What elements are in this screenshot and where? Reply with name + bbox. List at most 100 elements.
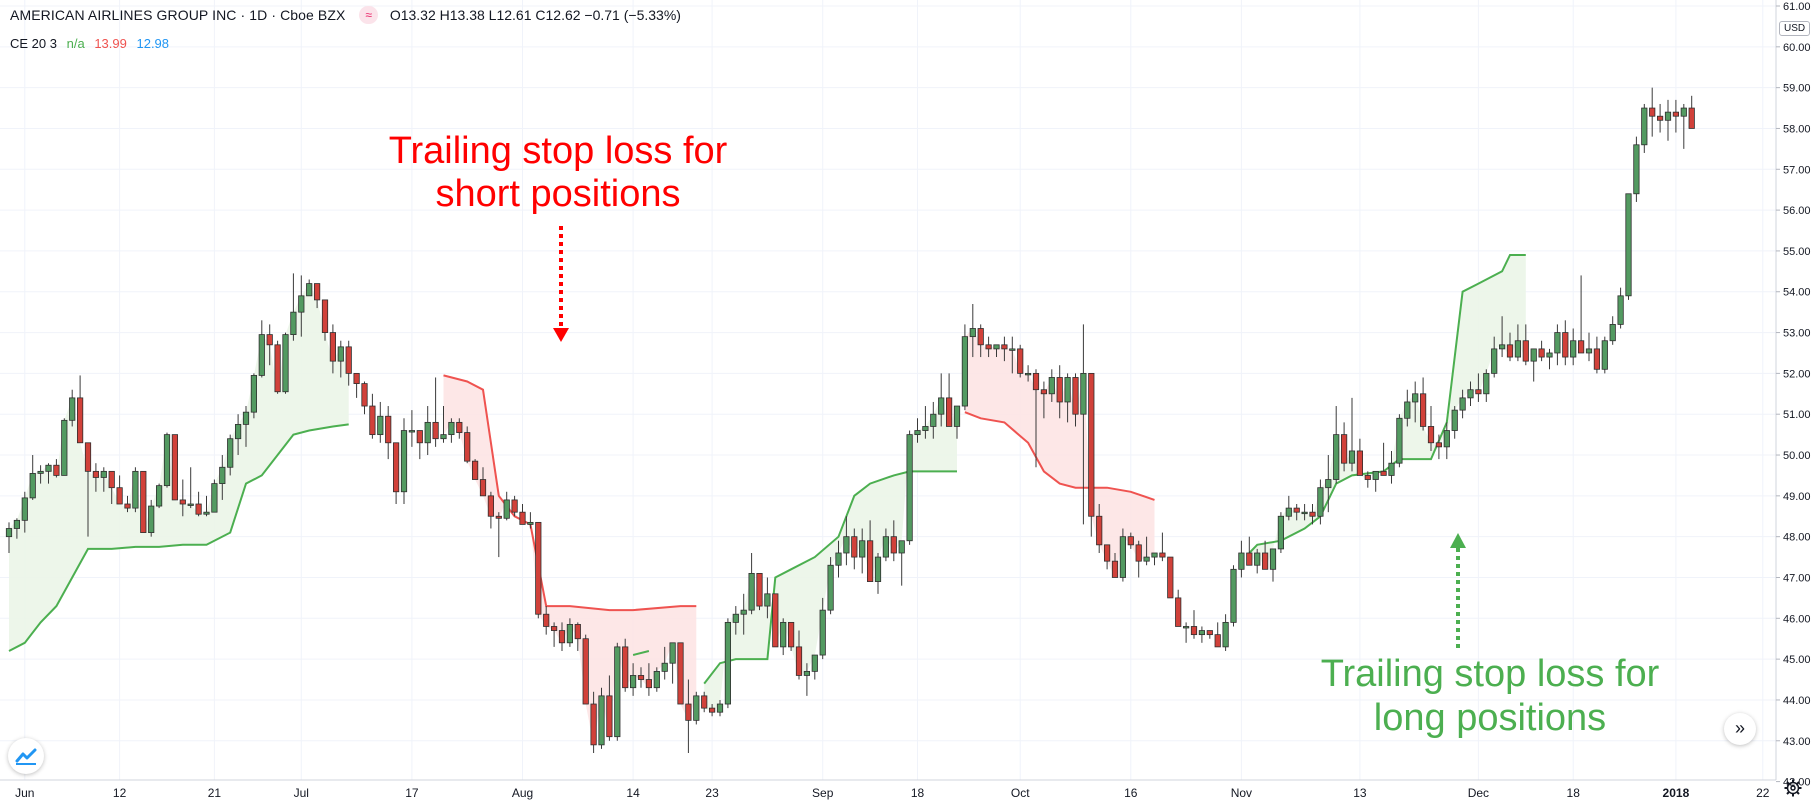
long-stop-fill: [704, 397, 957, 713]
time-tick-label: 22: [1756, 786, 1770, 800]
annotation-long-arrow-head: [1450, 533, 1466, 548]
candle: [1404, 389, 1411, 427]
candle-body: [606, 695, 613, 738]
candle: [1088, 372, 1095, 537]
annotation-long-line2: long positions: [1374, 697, 1606, 739]
price-tick-label: 58.00: [1783, 123, 1811, 135]
candle-body: [1167, 556, 1174, 599]
candle-body: [914, 430, 921, 436]
price-tick-label: 46.00: [1783, 613, 1811, 625]
candle: [1570, 328, 1577, 366]
price-axis[interactable]: [1776, 0, 1818, 802]
candle: [282, 332, 289, 394]
tradingview-logo-button[interactable]: [8, 738, 44, 774]
candle: [1562, 320, 1569, 366]
price-tick-label: 47.00: [1783, 572, 1811, 584]
scroll-to-realtime-button[interactable]: »: [1724, 713, 1756, 745]
candle-body: [1064, 377, 1071, 403]
candle-body: [574, 624, 581, 640]
candle: [1372, 470, 1379, 492]
price-tick-label: 52.00: [1783, 368, 1811, 380]
candle: [313, 283, 321, 309]
candle: [140, 470, 147, 533]
candle: [1649, 87, 1656, 137]
candle: [290, 273, 297, 341]
candle-body: [748, 573, 755, 611]
candle: [922, 406, 929, 439]
indicator-legend[interactable]: CE 20 3 n/a 13.99 12.98: [10, 36, 169, 51]
candle-body: [543, 613, 550, 627]
candle: [819, 597, 826, 660]
candle: [1396, 414, 1403, 468]
candle-body: [258, 334, 265, 376]
candle-body: [77, 397, 84, 444]
candle-body: [1190, 626, 1198, 636]
candle: [211, 479, 218, 513]
candle: [1672, 99, 1679, 133]
candle: [1064, 373, 1071, 423]
candle: [1096, 504, 1103, 553]
candle-body: [582, 638, 589, 705]
candle-body: [1032, 372, 1040, 391]
candle: [630, 663, 637, 696]
candle: [1317, 479, 1324, 525]
candle: [661, 646, 668, 680]
candle-body: [1040, 389, 1047, 395]
candle: [187, 467, 194, 509]
candle: [440, 406, 447, 443]
candle-body: [408, 430, 416, 433]
candle: [1617, 287, 1624, 329]
candle: [558, 622, 566, 651]
time-tick-label: Jul: [294, 786, 309, 800]
gear-icon: [1784, 779, 1802, 797]
candle: [1238, 540, 1245, 578]
time-tick-label: 18: [1567, 786, 1581, 800]
indicator-value-long: 12.98: [136, 36, 170, 51]
candle: [874, 552, 882, 594]
candle-body: [1056, 377, 1063, 403]
candle: [566, 618, 574, 647]
candle-body: [1491, 348, 1498, 374]
candle-body: [811, 654, 818, 672]
candle-body: [1301, 511, 1308, 515]
candle: [1262, 540, 1269, 570]
time-tick-label: 14: [626, 786, 640, 800]
candle: [1380, 442, 1387, 476]
candle-body: [558, 630, 566, 644]
candle: [1072, 373, 1079, 427]
candle-body: [1175, 597, 1182, 627]
candle-body: [92, 470, 99, 478]
compare-badge[interactable]: ≈: [359, 6, 378, 24]
candle: [701, 691, 708, 713]
candle-body: [843, 536, 850, 554]
candle-body: [780, 621, 787, 648]
candle-body: [1680, 107, 1687, 117]
annotation-short-line2: short positions: [435, 173, 680, 215]
time-tick-label: 12: [113, 786, 127, 800]
candle-body: [211, 483, 218, 513]
candle-body: [614, 646, 621, 738]
candle-body: [369, 405, 376, 436]
candle-body: [637, 675, 645, 680]
candle: [1546, 348, 1553, 370]
candle: [1578, 275, 1585, 354]
settings-button[interactable]: [1782, 778, 1804, 800]
candle: [709, 704, 716, 717]
candle: [1506, 332, 1514, 362]
candle: [1025, 365, 1032, 382]
candle-body: [392, 442, 400, 493]
candle-body: [1443, 430, 1450, 448]
candle: [353, 372, 360, 398]
candle-body: [653, 670, 660, 689]
candle: [424, 406, 431, 456]
candle: [1277, 512, 1284, 553]
time-axis[interactable]: [0, 780, 1776, 802]
candle-body: [1578, 340, 1585, 354]
candle: [1301, 504, 1308, 521]
candle-body: [1562, 332, 1569, 358]
candle: [519, 504, 526, 525]
candle: [13, 518, 20, 539]
time-tick-label: 21: [208, 786, 222, 800]
